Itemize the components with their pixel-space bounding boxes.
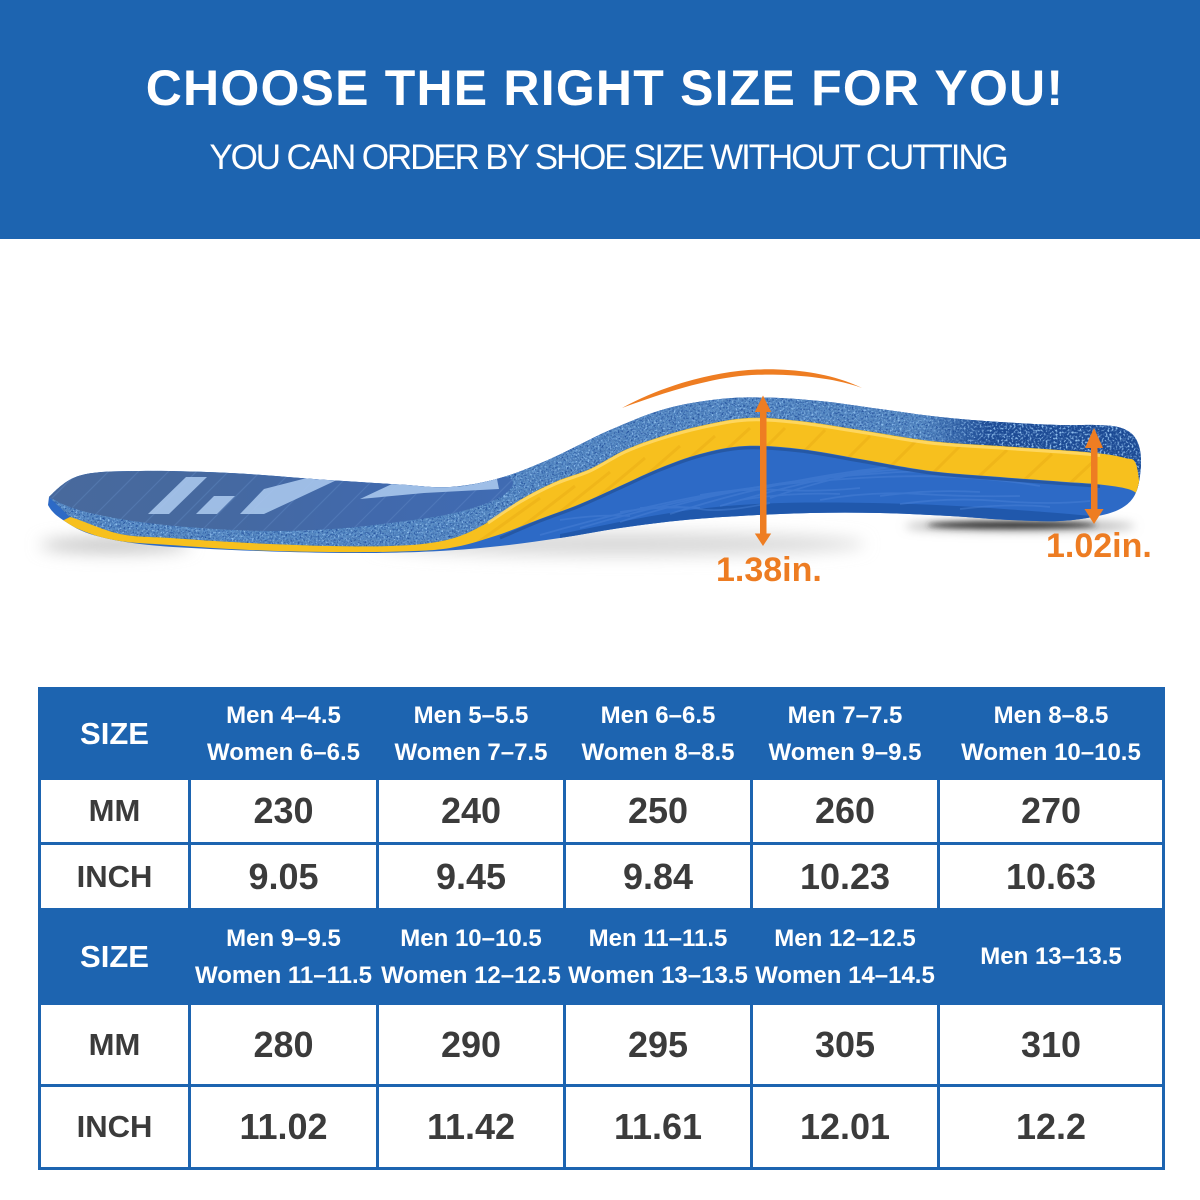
svg-text:1.38in.: 1.38in. [716,551,822,589]
svg-text:1.02in.: 1.02in. [1046,527,1152,565]
